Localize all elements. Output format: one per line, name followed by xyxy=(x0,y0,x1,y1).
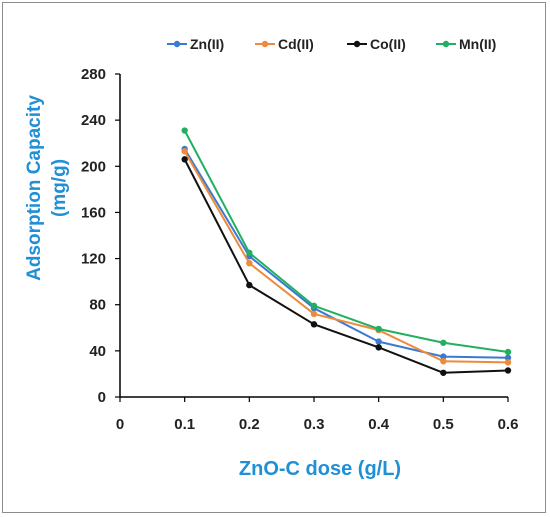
data-point xyxy=(440,358,447,365)
data-point xyxy=(504,367,512,374)
data-point xyxy=(246,281,253,289)
series-line-3 xyxy=(183,130,509,354)
data-point xyxy=(246,249,253,257)
legend-swatch-marker xyxy=(261,40,269,48)
data-point xyxy=(310,321,318,328)
y-tick-label: 160 xyxy=(81,204,106,221)
y-axis-title: Adsorption Capacity (mg/g) xyxy=(24,95,70,281)
chart-frame xyxy=(2,2,546,513)
y-tick-label: 200 xyxy=(81,158,106,175)
y-tick-label: 0 xyxy=(98,389,106,406)
series-group xyxy=(181,127,512,376)
legend-label: Cd(II) xyxy=(278,36,314,52)
y-tick-label: 240 xyxy=(81,112,106,129)
data-point xyxy=(375,338,382,345)
data-point xyxy=(181,127,188,134)
y-axis-title-line2: (mg/g) xyxy=(49,159,70,217)
x-tick-label: 0.2 xyxy=(239,416,260,433)
data-point xyxy=(440,369,447,376)
y-tick-label: 280 xyxy=(81,66,106,83)
data-point xyxy=(504,359,512,366)
y-tick-label: 40 xyxy=(89,343,106,360)
series-line-2 xyxy=(183,158,509,374)
x-tick-label: 0.3 xyxy=(304,416,325,433)
data-point xyxy=(310,302,318,310)
x-tick-label: 0 xyxy=(116,416,124,433)
legend-label: Zn(II) xyxy=(190,36,224,52)
x-tick-label: 0.6 xyxy=(498,416,519,433)
data-point xyxy=(440,339,447,346)
y-tick-label: 120 xyxy=(81,251,106,268)
axes xyxy=(119,74,508,398)
data-point xyxy=(181,148,188,155)
legend-label: Mn(II) xyxy=(459,36,496,52)
legend-swatch-marker xyxy=(442,40,450,48)
x-tick-label: 0.5 xyxy=(433,416,454,433)
legend: Zn(II) Cd(II) Co(II) Mn(II) xyxy=(167,36,496,52)
data-point xyxy=(181,156,188,163)
data-point xyxy=(440,353,447,360)
legend-label: Co(II) xyxy=(370,36,406,52)
data-point xyxy=(375,325,382,333)
series-line-0 xyxy=(183,148,509,359)
legend-swatch-marker xyxy=(353,40,361,48)
data-point xyxy=(504,354,512,361)
data-point xyxy=(375,344,382,351)
x-tick-label: 0.1 xyxy=(174,416,195,433)
data-point xyxy=(310,310,318,318)
y-tick-label: 80 xyxy=(89,297,106,314)
y-ticks: 0 40 80 120 160 200 240 280 xyxy=(81,66,120,406)
y-axis-title-line1: Adsorption Capacity xyxy=(24,95,45,281)
x-ticks: 0 0.1 0.2 0.3 0.4 0.5 0.6 xyxy=(116,397,519,433)
legend-swatch-marker xyxy=(173,40,181,48)
series-line-1 xyxy=(183,150,509,364)
data-point xyxy=(504,348,512,356)
data-point xyxy=(246,259,253,267)
x-tick-label: 0.4 xyxy=(368,416,390,433)
x-axis-title: ZnO-C dose (g/L) xyxy=(239,458,401,480)
